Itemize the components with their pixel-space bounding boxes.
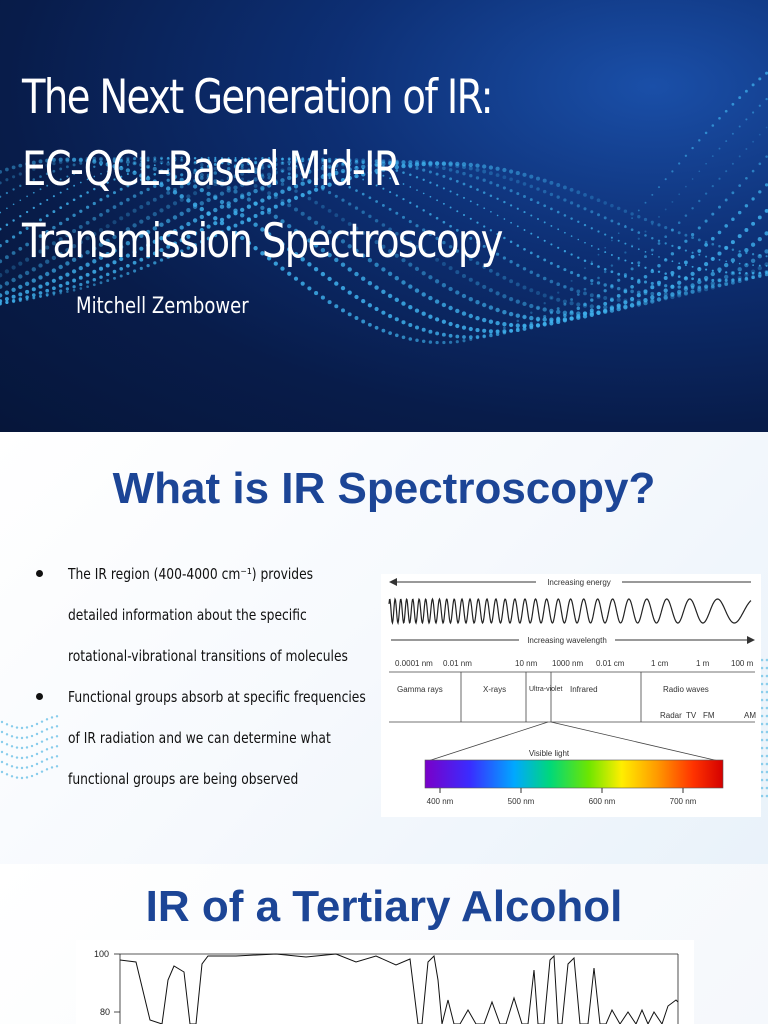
region-label: Infrared	[570, 685, 598, 694]
title-line-1: The Next Generation of IR:	[22, 70, 494, 125]
presentation-title: The Next Generation of IR: EC-QCL-Based …	[22, 62, 547, 278]
scale-tick: 10 nm	[515, 659, 538, 668]
y-tick-label: 80	[100, 1007, 110, 1017]
energy-label: Increasing energy	[547, 578, 611, 587]
title-line-2: EC-QCL-Based Mid-IR	[22, 142, 401, 197]
bullet-text: Functional groups absorb at specific fre…	[68, 688, 366, 788]
region-label: X-rays	[483, 685, 506, 694]
radio-band: TV	[686, 711, 697, 720]
radio-band: AM	[744, 711, 756, 720]
region-label: Ultra-violet	[529, 686, 563, 693]
em-wave-line	[388, 597, 752, 626]
slide-heading: What is IR Spectroscopy?	[112, 464, 656, 513]
dotted-wave-graphic	[0, 71, 768, 345]
region-label: Radio waves	[663, 685, 709, 694]
scale-tick: 1000 nm	[552, 659, 583, 668]
ir-spectroscopy-slide: What is IR Spectroscopy? The IR region (…	[0, 432, 768, 864]
wavelength-label: Increasing wavelength	[527, 636, 607, 645]
tertiary-alcohol-slide: IR of a Tertiary Alcohol 100 80	[0, 864, 768, 1024]
title-slide: The Next Generation of IR: EC-QCL-Based …	[0, 0, 768, 432]
scale-tick: 1 m	[696, 659, 710, 668]
visible-tick: 700 nm	[670, 797, 697, 806]
author-name: Mitchell Zembower	[76, 294, 249, 319]
title-line-3: Transmission Spectroscopy	[22, 214, 504, 269]
scale-tick: 1 cm	[651, 659, 669, 668]
scale-tick: 0.0001 nm	[395, 659, 433, 668]
bullet-item: The IR region (400-4000 cm⁻¹) provides d…	[36, 554, 366, 677]
bullet-item: Functional groups absorb at specific fre…	[36, 677, 366, 800]
arrow-right-icon	[747, 636, 755, 644]
bullet-dot-icon	[36, 570, 43, 577]
visible-tick: 400 nm	[427, 797, 454, 806]
region-label: Gamma rays	[397, 685, 443, 694]
radio-band: FM	[703, 711, 715, 720]
slide-heading: IR of a Tertiary Alcohol	[145, 882, 623, 931]
arrow-left-icon	[389, 578, 397, 586]
y-tick-label: 100	[94, 949, 109, 959]
visible-spectrum-bar	[424, 759, 724, 789]
radio-band: Radar	[660, 711, 682, 720]
scale-tick: 0.01 nm	[443, 659, 472, 668]
electromagnetic-spectrum-figure: Increasing energy Increasing wavelength …	[381, 574, 761, 817]
visible-tick: 500 nm	[508, 797, 535, 806]
visible-tick: 600 nm	[589, 797, 616, 806]
bullet-dot-icon	[36, 693, 43, 700]
bullet-text: The IR region (400-4000 cm⁻¹) provides d…	[68, 565, 348, 665]
visible-light-label: Visible light	[529, 749, 570, 758]
scale-tick: 0.01 cm	[596, 659, 625, 668]
bullet-list: The IR region (400-4000 cm⁻¹) provides d…	[36, 554, 366, 800]
ir-spectrum-plot: 100 80	[76, 940, 694, 1024]
scale-tick: 100 m	[731, 659, 754, 668]
ir-trace-line	[119, 953, 679, 1024]
